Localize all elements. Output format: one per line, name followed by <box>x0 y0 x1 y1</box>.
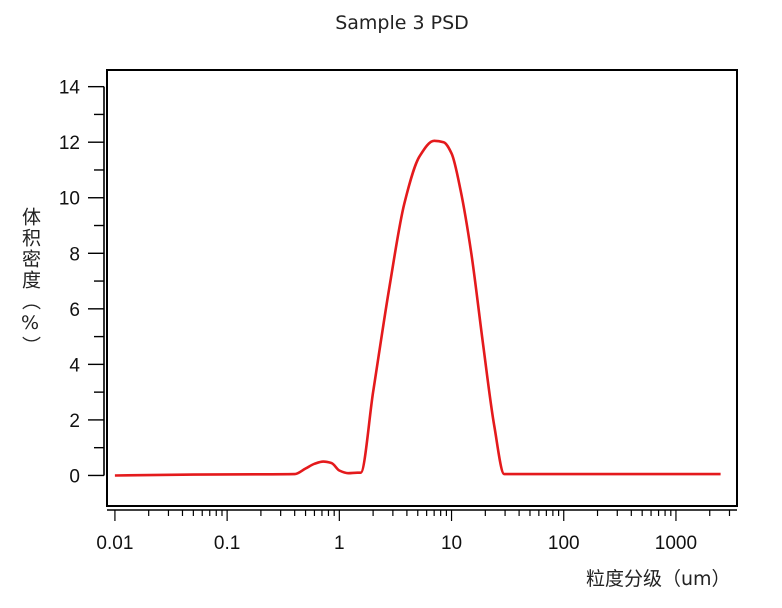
y-tick-label: 4 <box>69 355 80 376</box>
x-tick-label: 0.01 <box>96 533 133 554</box>
y-axis-label: 体积密度（%） <box>19 207 41 357</box>
x-tick-label: 1000 <box>655 533 697 554</box>
y-tick-label: 2 <box>69 411 80 432</box>
x-tick-label: 0.1 <box>214 533 240 554</box>
y-tick-label: 10 <box>59 189 80 210</box>
x-axis: 0.01 0.1 1 10 100 1000 <box>96 509 737 554</box>
x-tick-label: 10 <box>441 533 462 554</box>
y-tick-label: 6 <box>69 300 80 321</box>
x-axis-label: 粒度分级（um） <box>586 568 731 590</box>
y-tick-label: 0 <box>69 466 80 487</box>
chart-title: Sample 3 PSD <box>335 12 469 34</box>
x-tick-label: 1 <box>334 533 345 554</box>
series-line <box>114 139 721 477</box>
plot-frame <box>106 69 738 507</box>
y-tick-label: 12 <box>59 133 80 154</box>
y-tick-label: 14 <box>59 78 81 99</box>
y-tick-label: 8 <box>69 244 80 265</box>
y-axis: 0 2 4 6 8 10 12 14 <box>59 78 105 487</box>
x-tick-label: 100 <box>548 533 580 554</box>
